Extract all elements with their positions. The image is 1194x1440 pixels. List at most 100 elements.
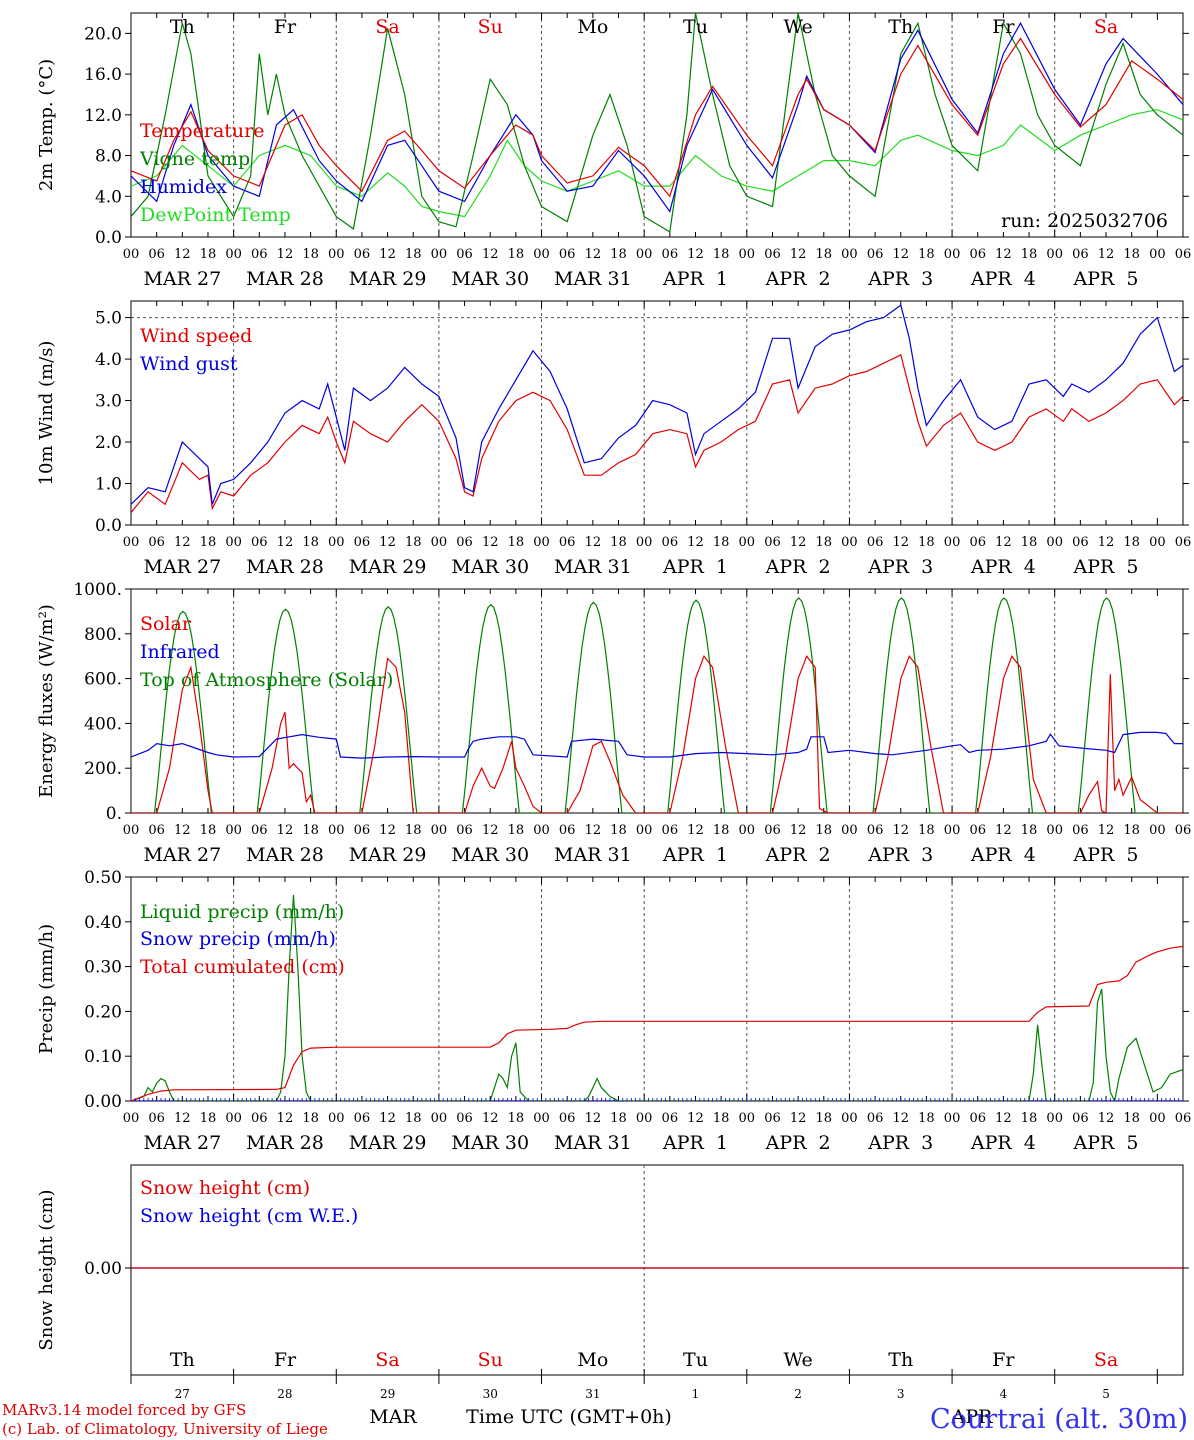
x-tick-hour: 00 (841, 247, 858, 262)
y-tick-label: 0.10 (84, 1047, 122, 1067)
x-tick-hour: 12 (482, 247, 499, 262)
x-tick-hour: 00 (225, 535, 242, 550)
x-tick-hour: 12 (790, 535, 807, 550)
x-tick-hour: 18 (816, 535, 833, 550)
y-tick-label: 1000. (73, 580, 122, 600)
x-tick-hour: 12 (687, 823, 704, 838)
weekday-label-bottom: Mo (577, 1349, 608, 1371)
x-tick-hour: 12 (687, 1111, 704, 1126)
panel-4: 0.00 0.10 0.20 0.30 0.40 0.50 Precip (mm/h) Liq… (36, 868, 1191, 1154)
x-tick-hour: 12 (482, 535, 499, 550)
x-tick-hour: 12 (892, 247, 909, 262)
x-date-label: APR 2 (765, 844, 831, 866)
weekday-label-bottom: We (784, 1349, 813, 1371)
weekday-label-bottom: Th (888, 1349, 913, 1371)
y-tick-label: 200. (84, 759, 122, 779)
x-tick-hour: 18 (302, 823, 319, 838)
x-date-label: APR 5 (1073, 556, 1139, 578)
series-dewpoint-temp (131, 109, 1183, 218)
bottom-day-number: 5 (1102, 1387, 1110, 1401)
x-tick-hour: 12 (174, 247, 191, 262)
x-tick-hour: 06 (559, 823, 576, 838)
y-tick-label: 5.0 (95, 309, 122, 329)
legend-entry: Infrared (140, 641, 220, 663)
y-axis-title: Energy fluxes (W/m²) (36, 604, 57, 798)
x-tick-hour: 06 (1175, 535, 1192, 550)
x-tick-hour: 06 (1175, 247, 1192, 262)
series-humidex (131, 21, 1183, 213)
panel-frame (130, 1164, 1184, 1376)
y-tick-label: 0.00 (84, 1259, 122, 1279)
x-tick-hour: 12 (687, 247, 704, 262)
series-wind-speed (131, 354, 1183, 513)
x-tick-hour: 06 (1072, 823, 1089, 838)
x-tick-hour: 00 (533, 535, 550, 550)
weekday-label-bottom: Su (478, 1349, 503, 1371)
x-tick-hour: 18 (200, 535, 217, 550)
x-tick-hour: 06 (764, 1111, 781, 1126)
series-temperature (131, 37, 1183, 198)
x-tick-hour: 06 (867, 823, 884, 838)
x-date-label: APR 3 (867, 844, 933, 866)
y-tick-label: 0.0 (95, 516, 122, 536)
bottom-day-number: 4 (1000, 1387, 1008, 1401)
x-tick-hour: 12 (790, 823, 807, 838)
x-date-label: MAR 29 (349, 268, 427, 290)
x-tick-hour: 18 (508, 247, 525, 262)
x-tick-hour: 00 (944, 535, 961, 550)
legend-entry: Liquid precip (mm/h) (140, 901, 344, 923)
panel-frame (130, 588, 1184, 814)
series-vigne-temp (131, 13, 1183, 233)
station-title: Courtrai (alt. 30m) (930, 1404, 1188, 1435)
x-tick-hour: 06 (148, 535, 165, 550)
x-tick-hour: 18 (405, 1111, 422, 1126)
x-tick-hour: 06 (148, 247, 165, 262)
x-date-label: APR 1 (662, 844, 728, 866)
weekday-label-bottom: Th (170, 1349, 195, 1371)
x-tick-hour: 18 (610, 535, 627, 550)
x-tick-hour: 18 (918, 247, 935, 262)
weekday-label-top: Fr (992, 16, 1015, 38)
x-tick-hour: 12 (790, 1111, 807, 1126)
x-date-label: APR 3 (867, 556, 933, 578)
x-tick-hour: 06 (969, 1111, 986, 1126)
x-tick-hour: 06 (354, 1111, 371, 1126)
x-tick-hour: 06 (764, 247, 781, 262)
x-tick-hour: 12 (1098, 823, 1115, 838)
x-tick-hour: 06 (354, 823, 371, 838)
x-date-label: APR 5 (1073, 1132, 1139, 1154)
y-tick-label: 600. (84, 670, 122, 690)
weekday-label-bottom: Sa (1094, 1349, 1118, 1371)
x-tick-hour: 00 (739, 247, 756, 262)
x-tick-hour: 06 (1072, 535, 1089, 550)
x-tick-hour: 06 (969, 247, 986, 262)
x-tick-hour: 12 (1098, 247, 1115, 262)
x-tick-hour: 18 (508, 1111, 525, 1126)
bottom-day-number: 27 (175, 1387, 190, 1401)
x-tick-hour: 00 (328, 823, 345, 838)
x-date-label: MAR 31 (554, 1132, 632, 1154)
x-tick-hour: 12 (379, 247, 396, 262)
x-tick-hour: 12 (995, 535, 1012, 550)
x-date-label: MAR 30 (451, 1132, 529, 1154)
panel-1: 0.0 4.0 8.0 12.0 16.0 20.0 2m Temp. (°C) Temper… (36, 12, 1192, 290)
x-tick-hour: 06 (867, 247, 884, 262)
x-tick-hour: 00 (431, 1111, 448, 1126)
x-tick-hour: 00 (1046, 1111, 1063, 1126)
x-tick-hour: 00 (1046, 823, 1063, 838)
weekday-label-top: Fr (274, 16, 297, 38)
weekday-label-top: Sa (1094, 16, 1118, 38)
weekday-label-top: Th (888, 16, 913, 38)
legend-entry: Snow height (cm) (140, 1177, 310, 1199)
y-axis-title: Snow height (cm) (36, 1189, 57, 1350)
x-date-label: MAR 27 (143, 556, 221, 578)
x-tick-hour: 00 (225, 247, 242, 262)
legend-entry: Solar (140, 613, 192, 635)
legend-entry: Total cumulated (cm) (140, 956, 345, 978)
x-date-label: MAR 31 (554, 556, 632, 578)
x-date-label: APR 5 (1073, 268, 1139, 290)
y-tick-label: 0.00 (84, 1092, 122, 1112)
bottom-day-number: 1 (692, 1387, 700, 1401)
x-tick-hour: 00 (123, 247, 140, 262)
x-tick-hour: 00 (533, 247, 550, 262)
